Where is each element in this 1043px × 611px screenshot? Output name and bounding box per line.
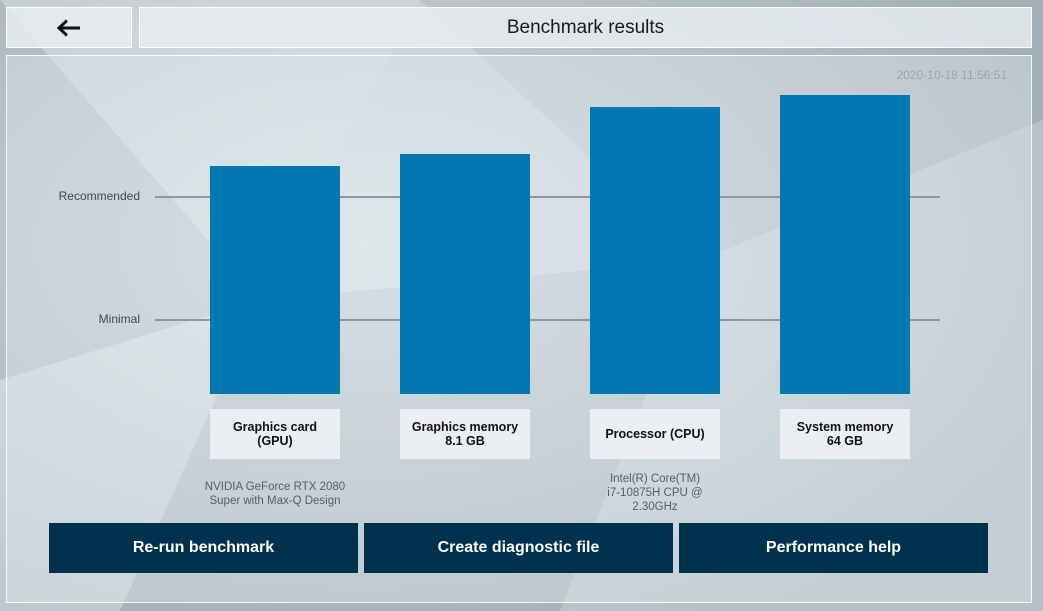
reference-line-recommended [155, 196, 940, 198]
back-button[interactable] [6, 7, 132, 48]
bar-system-memory [780, 95, 910, 394]
reference-label-minimal: Minimal [98, 312, 140, 326]
bar-detail-gpu: NVIDIA GeForce RTX 2080 Super with Max-Q… [204, 481, 346, 507]
reference-line-minimal [155, 319, 940, 321]
bar-label-cpu: Processor (CPU) [590, 409, 720, 459]
bar-detail-cpu: Intel(R) Core(TM) i7-10875H CPU @ 2.30GH… [607, 473, 703, 513]
timestamp: 2020-10-18 11:56:51 [896, 68, 1007, 82]
bar-graphics-memory [400, 154, 530, 394]
bar-label-gpu: Graphics card (GPU) [210, 409, 340, 459]
bar-cpu [590, 107, 720, 394]
bar-label-system-memory: System memory 64 GB [780, 409, 910, 459]
arrow-left-icon [56, 18, 80, 37]
create-diagnostic-file-button[interactable]: Create diagnostic file [364, 523, 673, 573]
bar-gpu [210, 166, 340, 394]
page-title: Benchmark results [139, 7, 1032, 48]
reference-label-recommended: Recommended [58, 189, 140, 203]
rerun-benchmark-button[interactable]: Re-run benchmark [49, 523, 358, 573]
performance-help-button[interactable]: Performance help [679, 523, 988, 573]
bar-label-graphics-memory: Graphics memory 8.1 GB [400, 409, 530, 459]
